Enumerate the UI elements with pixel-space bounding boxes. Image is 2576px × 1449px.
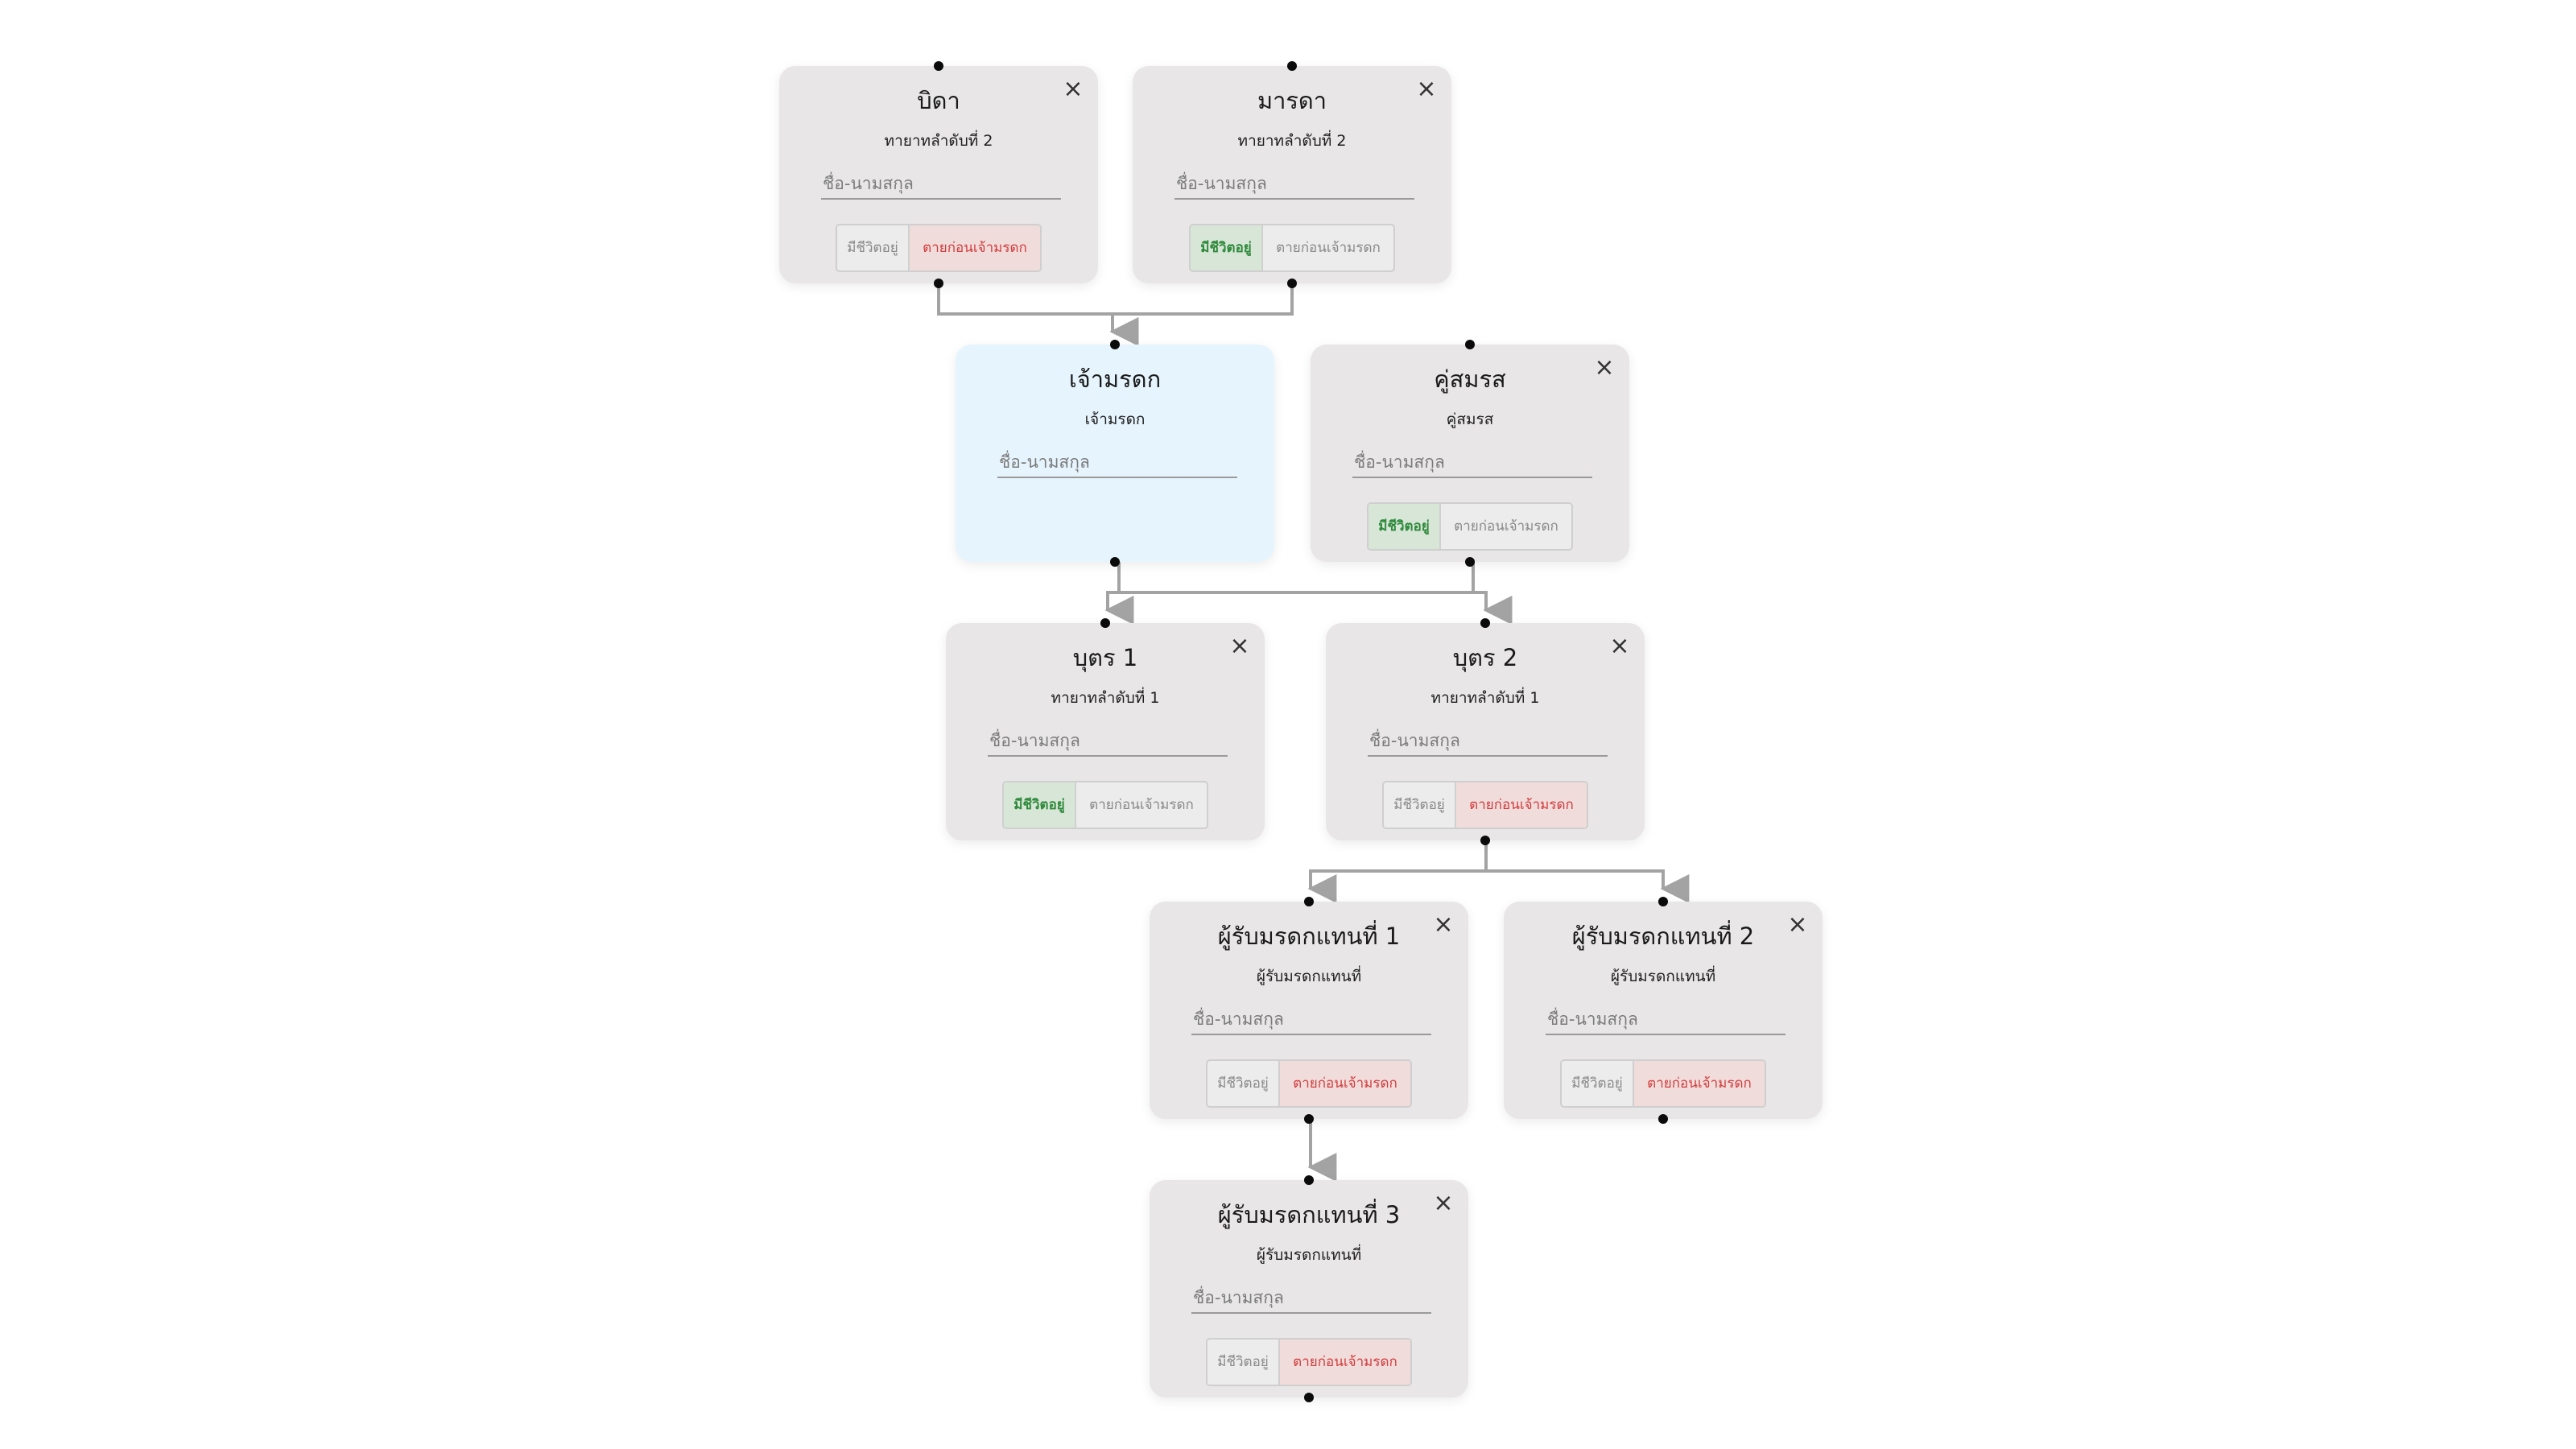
edge-father-owner [937, 283, 1139, 346]
node-title: คู่สมรส [1434, 365, 1506, 393]
name-input[interactable] [1368, 726, 1608, 757]
alive-option[interactable]: มีชีวิต อยู่ [1208, 1340, 1280, 1385]
connection-handle-bottom[interactable] [1658, 1114, 1668, 1124]
node-title: บุตร 2 [1452, 644, 1518, 671]
name-input[interactable] [1191, 1283, 1431, 1314]
connection-handle-bottom[interactable] [934, 279, 943, 288]
node-father[interactable]: บิดา × ทายาทลำดับที่ 2 มีชีวิตอยู่ ตายก่… [779, 61, 1098, 288]
close-icon[interactable]: × [1433, 910, 1454, 939]
name-input[interactable] [988, 726, 1228, 757]
dead-option[interactable]: ตายก่อนเจ้ามรดก [1634, 1061, 1765, 1106]
connection-handle-bottom[interactable] [1480, 836, 1490, 845]
status-toggle: มีชีวิต อยู่ ตายก่อนเจ้ามรดก [1206, 1059, 1412, 1108]
edge-child2-rep2 [1484, 840, 1690, 903]
dead-option[interactable]: ตายก่อนเจ้ามรดก [1280, 1061, 1410, 1106]
dead-option[interactable]: ตายก่อนเจ้ามรดก [1454, 518, 1558, 535]
node-estate-owner[interactable]: เจ้ามรดก เจ้ามรดก [956, 340, 1274, 567]
connection-handle-top[interactable] [934, 61, 943, 71]
node-representative-2[interactable]: ผู้รับมรดกแทนที่ 2 × ผู้รับมรดกแทนที่ มี… [1504, 897, 1823, 1124]
node-child-1[interactable]: บุตร 1 × ทายาทลำดับที่ 1 มีชีวิตอยู่ ตาย… [946, 618, 1265, 840]
edge-spouse-child1 [1104, 562, 1475, 625]
node-role: ผู้รับมรดกแทนที่ [1256, 1246, 1362, 1264]
name-input[interactable] [1352, 448, 1592, 478]
close-icon[interactable]: × [1063, 75, 1084, 103]
dead-option[interactable]: ตายก่อนเจ้ามรดก [1276, 239, 1381, 256]
dead-option[interactable]: ตายก่อนเจ้ามรดก [1280, 1340, 1410, 1385]
close-icon[interactable]: × [1229, 632, 1250, 660]
status-toggle: มีชีวิต อยู่ ตายก่อนเจ้ามรดก [1002, 781, 1208, 829]
connection-handle-bottom[interactable] [1465, 557, 1475, 567]
alive-option[interactable]: มีชีวิต อยู่ [1562, 1061, 1634, 1106]
close-icon[interactable]: × [1416, 75, 1437, 103]
edge-mother-owner [1109, 283, 1294, 346]
node-title: บุตร 1 [1072, 644, 1138, 671]
alive-option[interactable]: มีชีวิต อยู่ [1384, 782, 1456, 828]
connection-handle-bottom[interactable] [1287, 279, 1297, 288]
connection-handle-top[interactable] [1304, 1175, 1314, 1185]
node-title: บิดา [917, 87, 960, 114]
connection-handle-top[interactable] [1110, 340, 1120, 349]
connection-handle-top[interactable] [1287, 61, 1297, 71]
name-input[interactable] [1191, 1005, 1431, 1035]
node-representative-3[interactable]: ผู้รับมรดกแทนที่ 3 × ผู้รับมรดกแทนที่ มี… [1150, 1175, 1468, 1402]
node-title: ผู้รับมรดกแทนที่ 3 [1217, 1201, 1401, 1228]
alive-option[interactable]: มีชีวิต อยู่ [1368, 504, 1441, 549]
status-toggle: มีชีวิต อยู่ ตายก่อนเจ้ามรดก [1367, 502, 1573, 551]
name-input[interactable] [1174, 169, 1414, 200]
node-title: ผู้รับมรดกแทนที่ 2 [1571, 923, 1755, 950]
node-title: มารดา [1257, 87, 1327, 114]
node-role: ทายาทลำดับที่ 1 [1051, 689, 1160, 707]
alive-option[interactable]: มีชีวิต อยู่ [1004, 782, 1076, 828]
node-role: ทายาทลำดับที่ 1 [1430, 689, 1540, 707]
close-icon[interactable]: × [1433, 1189, 1454, 1217]
connection-handle-bottom[interactable] [1304, 1114, 1314, 1124]
dead-option[interactable]: ตายก่อนเจ้ามรดก [1456, 782, 1587, 828]
status-toggle: มีชีวิต อยู่ ตายก่อนเจ้ามรดก [1206, 1338, 1412, 1386]
connection-handle-top[interactable] [1465, 340, 1475, 349]
connection-handle-top[interactable] [1304, 897, 1314, 906]
edge-owner-child2 [1117, 562, 1513, 625]
connection-handle-top[interactable] [1480, 618, 1490, 628]
status-toggle: มีชีวิต อยู่ ตายก่อนเจ้ามรดก [1560, 1059, 1766, 1108]
alive-option[interactable]: มีชีวิต อยู่ [1208, 1061, 1280, 1106]
close-icon[interactable]: × [1594, 353, 1615, 382]
connection-handle-bottom[interactable] [1110, 557, 1120, 567]
edge-owner-child1 [1104, 562, 1134, 625]
node-title: ผู้รับมรดกแทนที่ 1 [1217, 923, 1401, 950]
close-icon[interactable]: × [1787, 910, 1808, 939]
alive-option[interactable]: มีชีวิต อยู่ [1191, 225, 1263, 270]
connection-handle-top[interactable] [1658, 897, 1668, 906]
connection-handle-top[interactable] [1100, 618, 1110, 628]
node-role: ทายาทลำดับที่ 2 [884, 132, 993, 150]
dead-option[interactable]: ตายก่อนเจ้ามรดก [1089, 796, 1194, 813]
edge-child2-rep1 [1307, 840, 1488, 903]
edge-spouse-child2 [1472, 562, 1513, 625]
status-toggle: มีชีวิต อยู่ ตายก่อนเจ้ามรดก [1189, 224, 1395, 272]
connection-handle-bottom[interactable] [1304, 1393, 1314, 1402]
alive-option[interactable]: มีชีวิต อยู่ [837, 225, 910, 270]
node-role: เจ้ามรดก [1084, 411, 1146, 428]
node-role: คู่สมรส [1446, 411, 1494, 428]
dead-option[interactable]: ตายก่อนเจ้ามรดก [910, 225, 1040, 270]
node-spouse[interactable]: คู่สมรส × คู่สมรส มีชีวิตอยู่ ตายก่อนเจ้… [1311, 340, 1629, 567]
node-title: เจ้ามรดก [1068, 365, 1162, 393]
name-input[interactable] [1546, 1005, 1785, 1035]
node-representative-1[interactable]: ผู้รับมรดกแทนที่ 1 × ผู้รับมรดกแทนที่ มี… [1150, 897, 1468, 1124]
node-role: ผู้รับมรดกแทนที่ [1610, 968, 1716, 985]
close-icon[interactable]: × [1609, 632, 1630, 660]
status-toggle: มีชีวิต อยู่ ตายก่อนเจ้ามรดก [1382, 781, 1588, 829]
name-input[interactable] [821, 169, 1061, 200]
status-toggle: มีชีวิต อยู่ ตายก่อนเจ้ามรดก [836, 224, 1042, 272]
node-mother[interactable]: มารดา × ทายาทลำดับที่ 2 มีชีวิตอยู่ ตายก… [1133, 61, 1451, 288]
name-input[interactable] [997, 448, 1237, 478]
node-role: ผู้รับมรดกแทนที่ [1256, 968, 1362, 985]
node-role: ทายาทลำดับที่ 2 [1237, 132, 1347, 150]
node-child-2[interactable]: บุตร 2 × ทายาทลำดับที่ 1 มีชีวิตอยู่ ตาย… [1326, 618, 1645, 845]
